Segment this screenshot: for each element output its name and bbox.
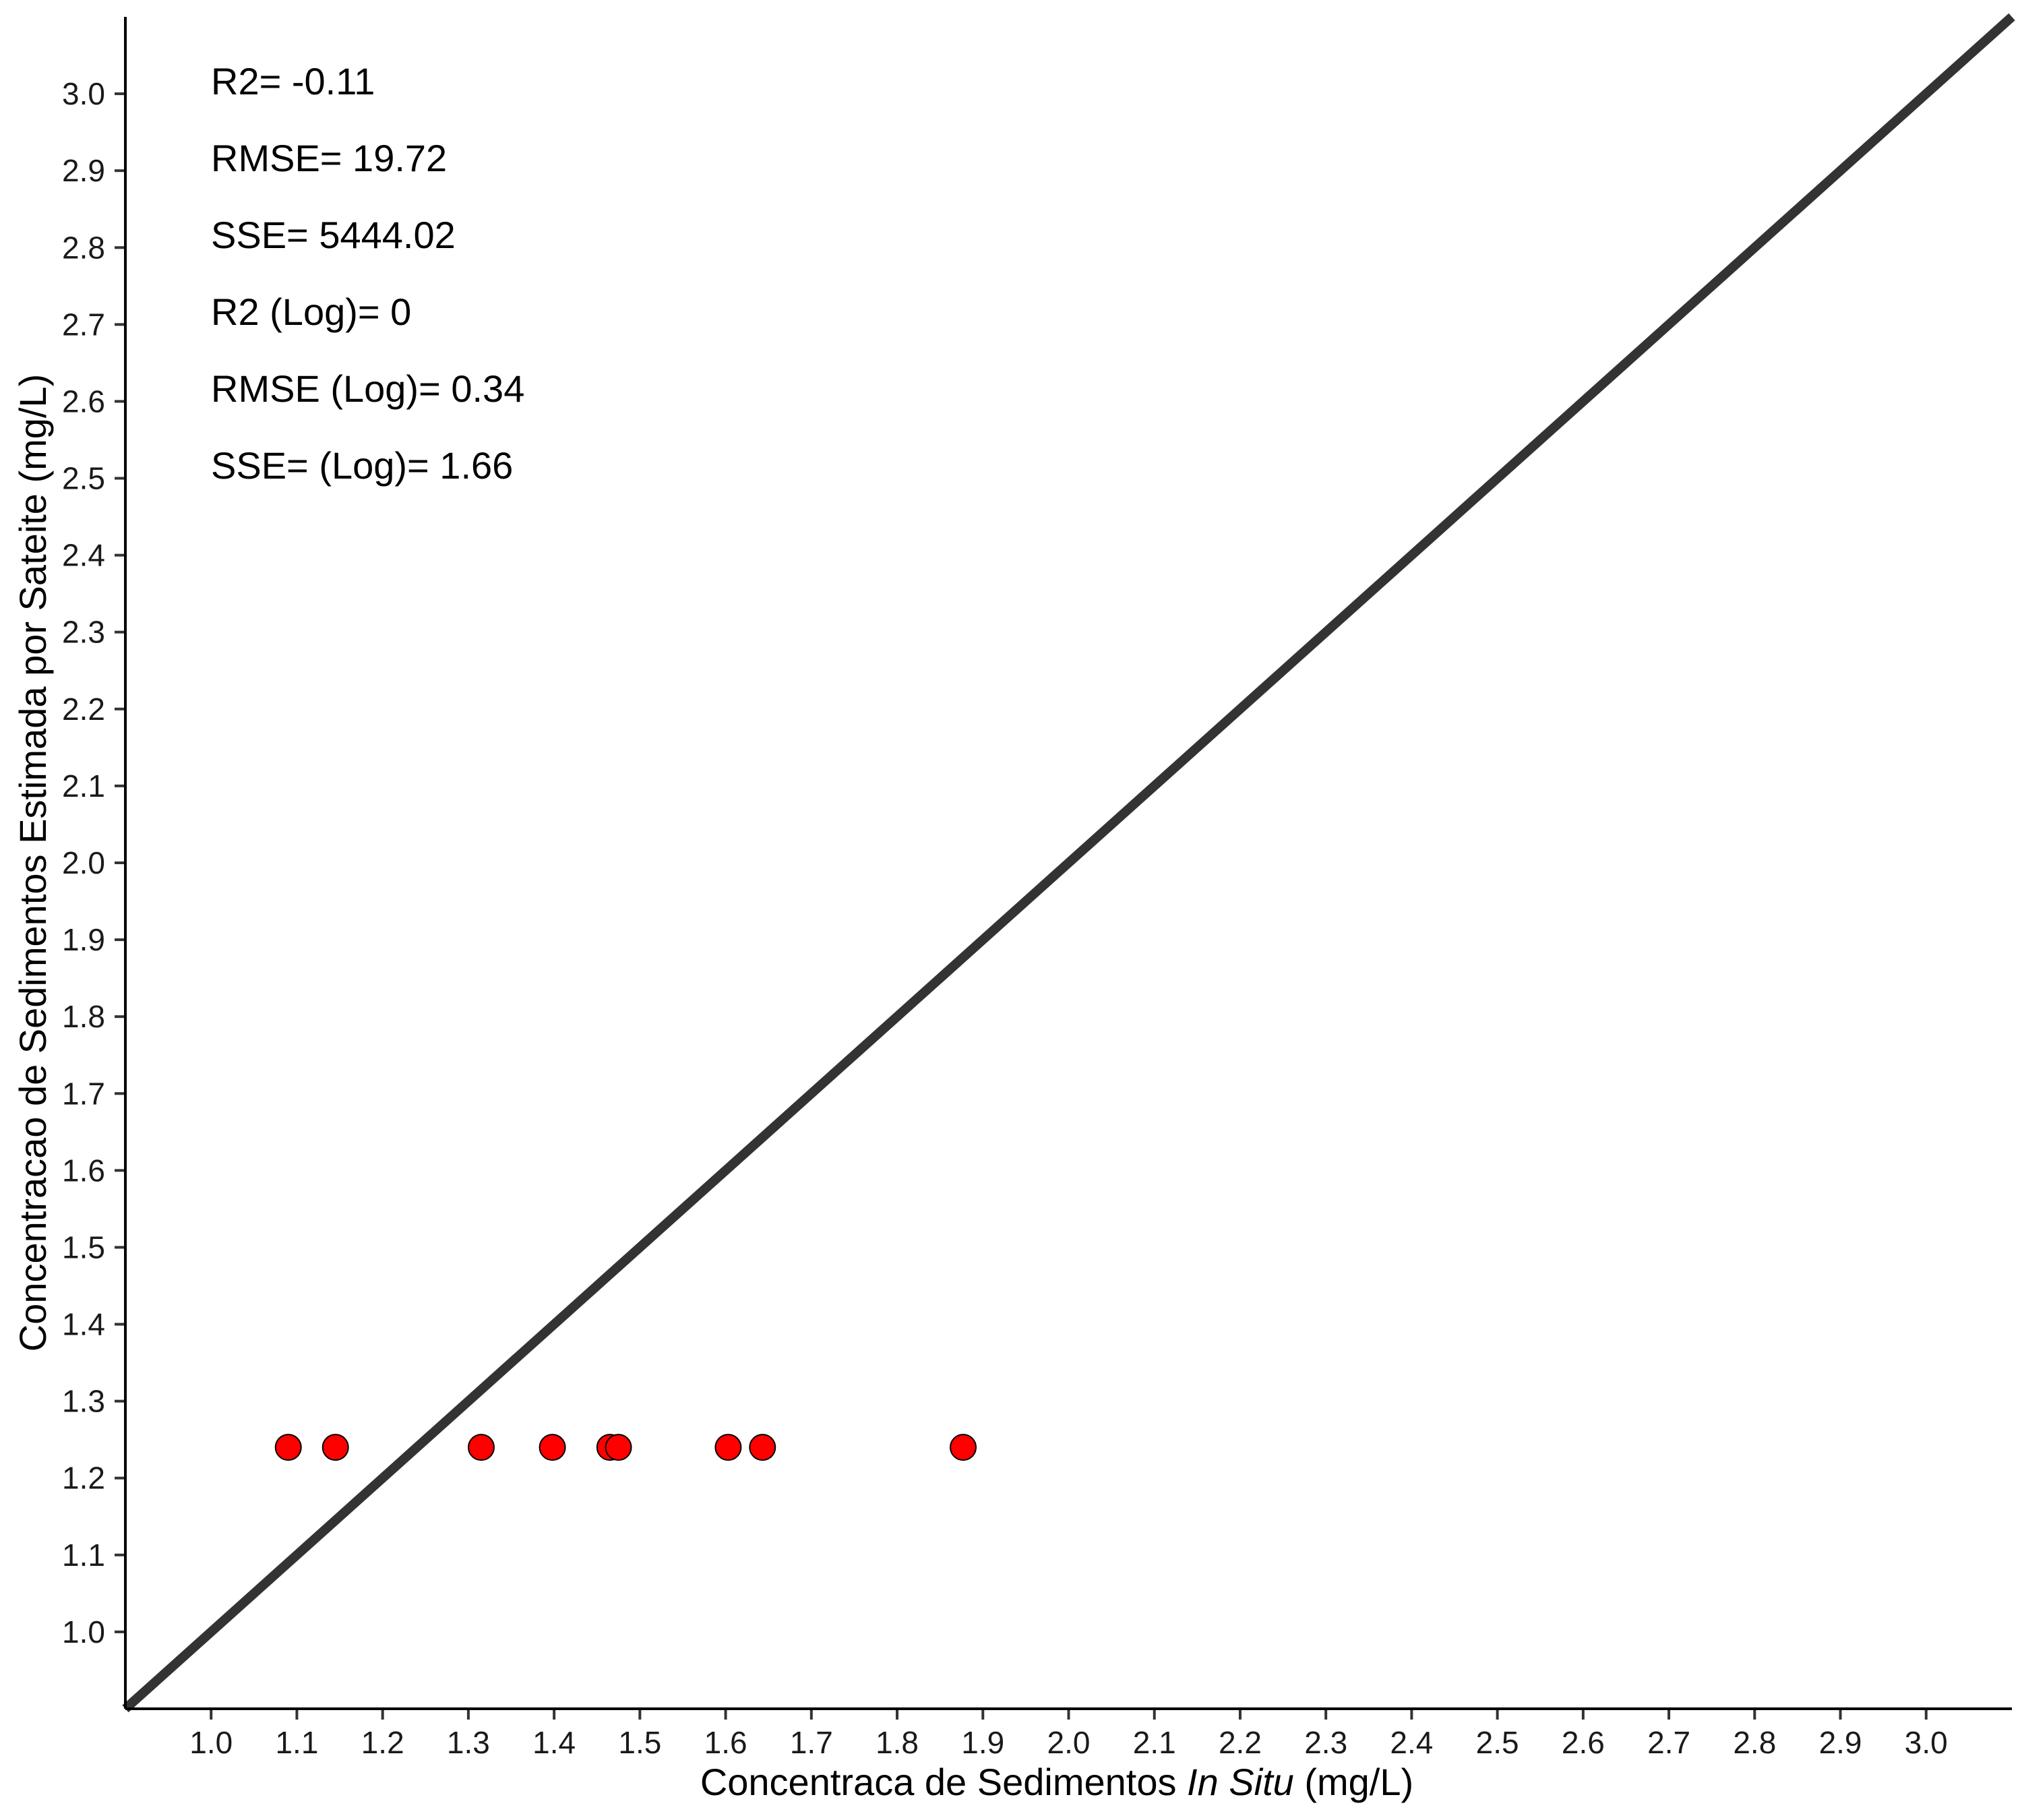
stat-annotation: R2= -0.11 xyxy=(211,60,375,102)
stat-annotation: RMSE= 19.72 xyxy=(211,137,447,179)
y-tick-label: 1.7 xyxy=(62,1076,105,1111)
y-tick-label: 1.0 xyxy=(62,1614,105,1649)
stat-annotation: R2 (Log)= 0 xyxy=(211,291,411,333)
y-tick-label: 2.7 xyxy=(62,307,105,342)
stats-annotations: R2= -0.11 RMSE= 19.72 SSE= 5444.02 R2 (Log)… xyxy=(211,60,524,487)
y-tick-label: 1.5 xyxy=(62,1230,105,1265)
y-tick-label: 2.2 xyxy=(62,692,105,727)
stat-annotation: SSE= (Log)= 1.66 xyxy=(211,444,513,487)
x-tick-label: 2.5 xyxy=(1476,1725,1519,1760)
stat-annotation: SSE= 5444.02 xyxy=(211,214,456,256)
x-axis-ticks: 1.0 1.1 1.2 1.3 1.4 1.5 1.6 1.7 1.8 1.9 2.0 2.1 2.2 2… xyxy=(189,1709,1948,1760)
y-tick-label: 1.6 xyxy=(62,1153,105,1188)
y-tick-label: 2.4 xyxy=(62,538,105,573)
data-points xyxy=(274,1434,977,1461)
x-tick-label: 2.2 xyxy=(1219,1725,1262,1760)
x-tick-label: 2.0 xyxy=(1047,1725,1091,1760)
x-tick-label: 1.4 xyxy=(532,1725,576,1760)
data-point xyxy=(605,1434,632,1461)
x-tick-label: 2.9 xyxy=(1819,1725,1862,1760)
y-tick-label: 2.6 xyxy=(62,384,105,419)
x-tick-label: 1.7 xyxy=(790,1725,833,1760)
y-tick-label: 3.0 xyxy=(62,76,105,111)
y-tick-label: 2.3 xyxy=(62,615,105,650)
x-tick-label: 1.0 xyxy=(189,1725,233,1760)
y-tick-label: 2.8 xyxy=(62,230,105,265)
y-tick-label: 2.5 xyxy=(62,461,105,496)
y-tick-label: 2.0 xyxy=(62,845,105,880)
y-tick-label: 1.9 xyxy=(62,922,105,957)
data-point xyxy=(749,1434,776,1461)
x-tick-label: 1.3 xyxy=(447,1725,490,1760)
x-tick-label: 2.1 xyxy=(1133,1725,1176,1760)
x-tick-label: 3.0 xyxy=(1905,1725,1948,1760)
y-tick-label: 1.4 xyxy=(62,1307,105,1342)
x-tick-label: 1.9 xyxy=(961,1725,1004,1760)
y-tick-label: 2.9 xyxy=(62,153,105,188)
x-axis-title-emphasis: In Situ xyxy=(1187,1761,1294,1803)
x-axis-title: Concentraca de Sedimentos In Situ (mg/L) xyxy=(700,1761,1413,1803)
x-tick-label: 2.3 xyxy=(1304,1725,1347,1760)
data-point xyxy=(274,1434,302,1461)
y-tick-label: 1.8 xyxy=(62,999,105,1034)
x-axis-title-prefix: Concentraca de Sedimentos xyxy=(700,1761,1187,1803)
x-tick-label: 1.6 xyxy=(704,1725,747,1760)
x-tick-label: 1.2 xyxy=(361,1725,404,1760)
x-tick-label: 2.7 xyxy=(1647,1725,1690,1760)
data-point xyxy=(714,1434,742,1461)
x-tick-label: 1.5 xyxy=(618,1725,661,1760)
x-tick-label: 1.8 xyxy=(876,1725,919,1760)
x-tick-label: 2.6 xyxy=(1562,1725,1605,1760)
y-axis-ticks: 1.0 1.1 1.2 1.3 1.4 1.5 1.6 1.7 1.8 1.9 2.0 2.1 2.2 2… xyxy=(62,76,125,1649)
y-axis-title: Concentracao de Sedimentos Estimada por … xyxy=(11,374,54,1352)
y-tick-label: 1.2 xyxy=(62,1461,105,1496)
data-point xyxy=(321,1434,349,1461)
y-tick-label: 1.3 xyxy=(62,1384,105,1419)
x-tick-label: 1.1 xyxy=(275,1725,318,1760)
data-point xyxy=(950,1434,977,1461)
identity-reference-line xyxy=(122,13,2015,1713)
x-tick-label: 2.4 xyxy=(1390,1725,1433,1760)
data-point xyxy=(467,1434,495,1461)
x-tick-label: 2.8 xyxy=(1733,1725,1776,1760)
y-tick-label: 1.1 xyxy=(62,1538,105,1573)
data-point xyxy=(539,1434,566,1461)
x-axis-title-suffix: (mg/L) xyxy=(1294,1761,1413,1803)
stat-annotation: RMSE (Log)= 0.34 xyxy=(211,367,524,410)
y-tick-label: 2.1 xyxy=(62,768,105,803)
